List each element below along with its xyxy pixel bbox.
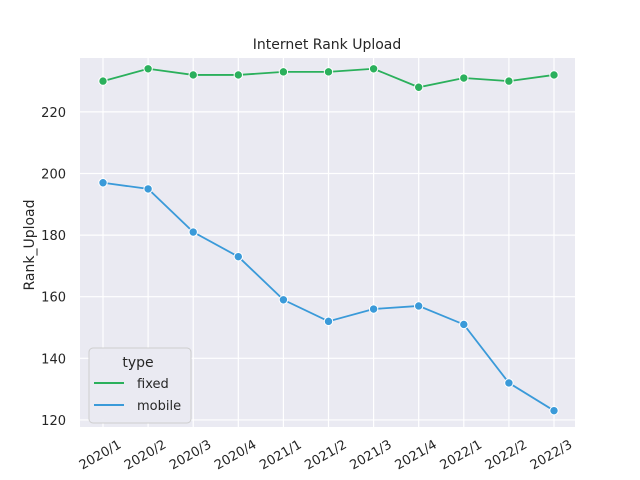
data-point-fixed [459, 73, 469, 83]
data-point-mobile [368, 304, 379, 314]
legend-item-mobile: mobile [137, 399, 181, 414]
chart-title: Internet Rank Upload [253, 37, 402, 53]
legend-title: type [122, 355, 153, 371]
data-point-mobile [98, 178, 108, 188]
x-tick-label: 2020/2 [122, 437, 169, 473]
legend-item-fixed: fixed [137, 377, 169, 392]
data-point-mobile [459, 319, 469, 330]
series-fixed [98, 64, 559, 92]
x-tick-label: 2020/1 [77, 437, 124, 473]
series-mobile [98, 178, 559, 416]
x-tick-label: 2020/4 [212, 437, 259, 473]
x-tick-label: 2022/1 [438, 437, 485, 473]
y-tick-label: 160 [41, 291, 66, 306]
data-point-fixed [368, 64, 379, 74]
y-axis-ticks: 120 140 160 180 200 220 [41, 106, 66, 429]
data-point-mobile [233, 251, 244, 262]
data-point-mobile [549, 405, 559, 416]
legend: type fixed mobile [88, 347, 192, 424]
data-point-mobile [414, 301, 424, 311]
data-point-fixed [143, 64, 153, 74]
data-point-mobile [504, 378, 514, 388]
x-tick-label: 2021/2 [302, 437, 349, 473]
series-group [98, 64, 559, 416]
data-point-mobile [323, 316, 334, 327]
data-point-fixed [188, 70, 198, 80]
data-point-fixed [98, 76, 108, 86]
y-tick-label: 180 [41, 229, 66, 244]
x-tick-label: 2021/3 [347, 437, 394, 473]
data-point-fixed [323, 67, 334, 77]
x-axis-ticks: 2020/12020/22020/32020/42021/12021/22021… [77, 437, 575, 473]
data-point-fixed [233, 70, 244, 80]
data-point-mobile [143, 184, 153, 194]
data-point-fixed [414, 82, 424, 92]
data-point-mobile [188, 227, 198, 237]
data-point-mobile [278, 295, 289, 305]
x-tick-label: 2021/1 [257, 437, 304, 473]
data-point-fixed [504, 76, 514, 86]
y-tick-label: 120 [41, 414, 66, 429]
grid-lines [80, 58, 575, 427]
x-tick-label: 2022/3 [528, 437, 575, 473]
x-tick-label: 2021/4 [393, 437, 440, 473]
y-tick-label: 220 [41, 106, 66, 121]
x-tick-label: 2020/3 [167, 437, 214, 473]
x-tick-label: 2022/2 [483, 437, 530, 473]
data-point-fixed [549, 70, 559, 80]
y-tick-label: 140 [41, 352, 66, 367]
data-point-fixed [278, 67, 289, 77]
y-tick-label: 200 [41, 168, 66, 183]
y-axis-label: Rank_Upload [22, 199, 38, 290]
